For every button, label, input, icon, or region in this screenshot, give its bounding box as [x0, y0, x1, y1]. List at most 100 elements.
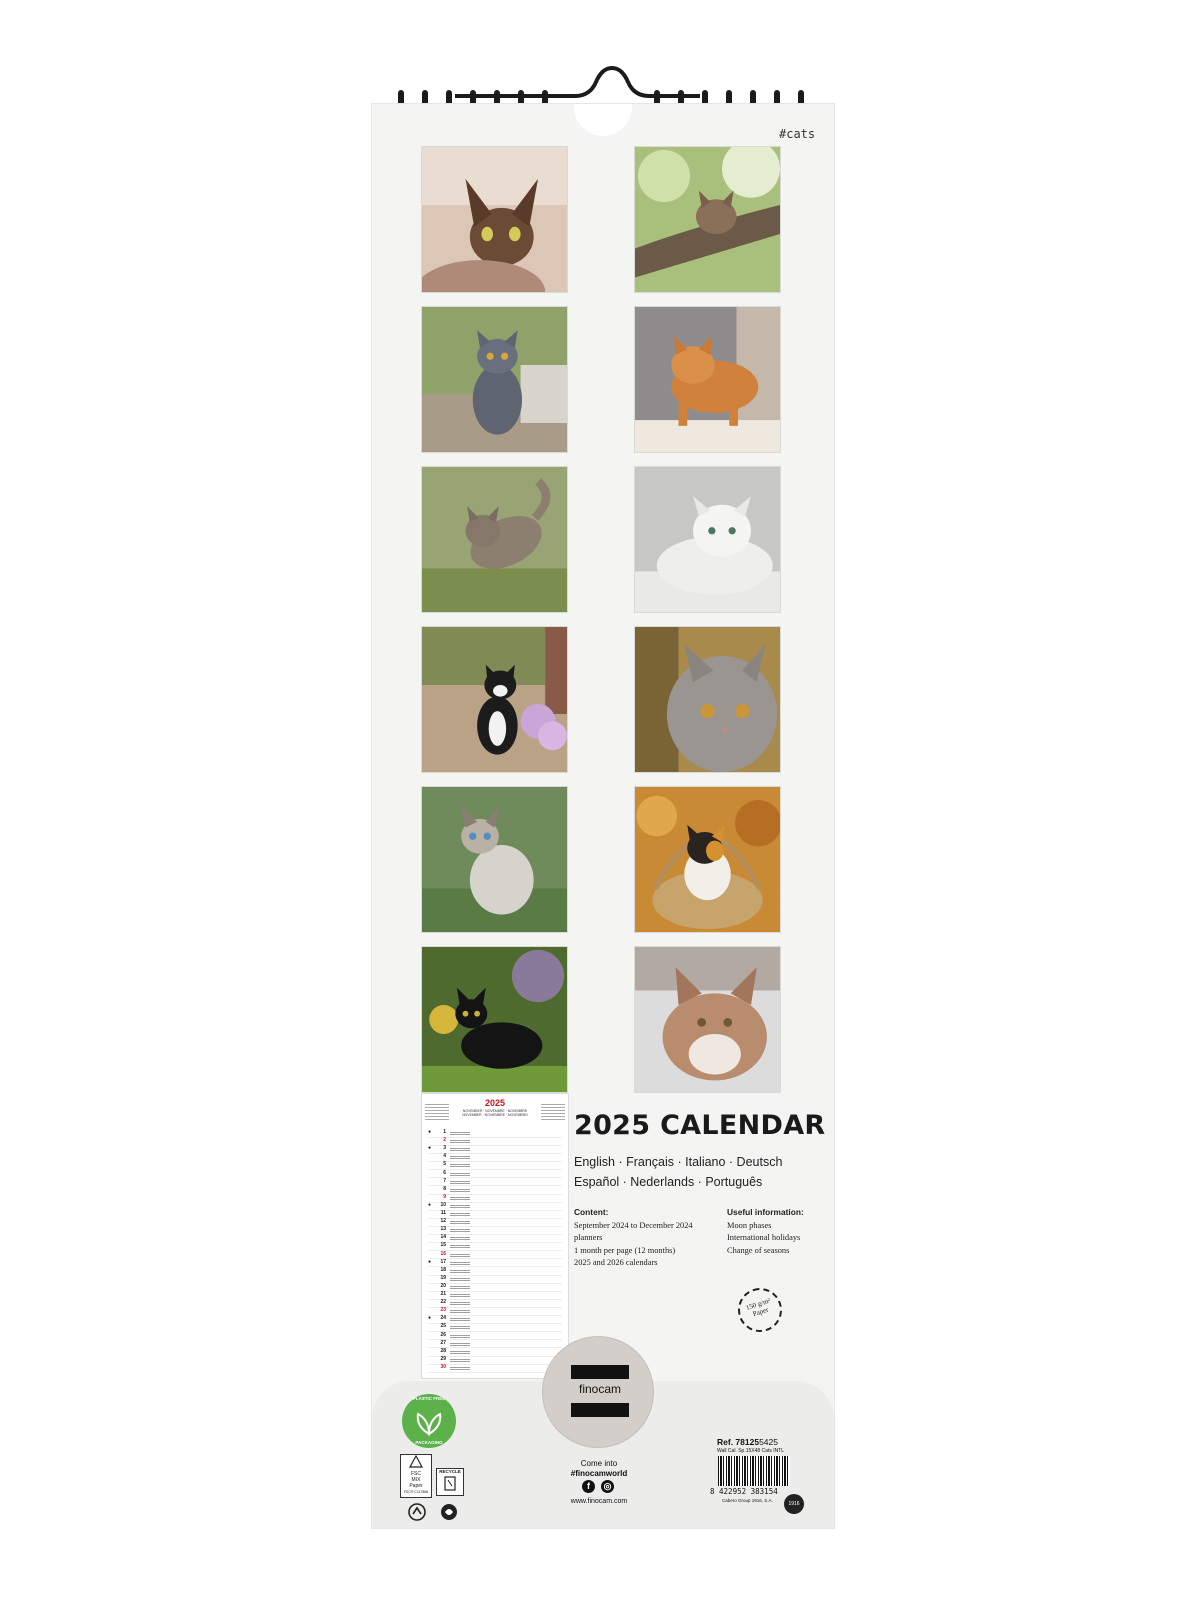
instagram-icon[interactable]: ◎ [601, 1480, 614, 1493]
planner-day-label [450, 1293, 470, 1297]
planner-day-label [450, 1252, 470, 1257]
planner-day-label [450, 1301, 470, 1306]
cat-photo-sphynx [421, 146, 568, 293]
cat-photo-in-snow [634, 946, 781, 1093]
planner-day-number: 30 [440, 1363, 446, 1370]
cat-photo-british-shorthair [421, 306, 568, 453]
planner-day-row: 1 ● [428, 1129, 562, 1138]
moon-phase-icon: ● [428, 1129, 432, 1135]
planner-day-label [450, 1309, 470, 1314]
planner-day-row: 15 [428, 1242, 562, 1252]
planner-day-row: 21 [428, 1291, 562, 1300]
planner-day-label [450, 1333, 470, 1338]
moon-phase-icon: ● [428, 1201, 432, 1208]
facebook-icon[interactable]: f [582, 1480, 595, 1493]
planner-day-label [450, 1276, 470, 1281]
cat-photo-siamese [421, 786, 568, 933]
planner-day-row: 19 [428, 1275, 562, 1284]
planner-day-row: 8 [428, 1186, 562, 1195]
planner-day-number: 12 [440, 1218, 446, 1225]
website-link[interactable]: www.finocam.com [570, 1498, 628, 1505]
brand-name: finocam [578, 1382, 622, 1396]
planner-day-number: 17 [440, 1258, 446, 1265]
planner-day-number: 8 [443, 1185, 446, 1192]
planner-day-label [450, 1365, 470, 1370]
cat-photo-persian-white [634, 466, 781, 613]
languages-list: English · Français · Italiano · Deutsch … [574, 1152, 782, 1192]
fsc-paper-label: Paper [409, 1483, 423, 1489]
company-name: Cabero Group 1916, S.A. [722, 1498, 773, 1503]
product-description: Wall Cal. Sp.15X48 Cats INTL [717, 1448, 785, 1454]
cat-photo-tabby-in-grass [421, 466, 568, 613]
content-info: Content: September 2024 to December 2024… [574, 1206, 693, 1270]
planner-day-row: 27 [428, 1340, 562, 1349]
useful-heading: Useful information: [727, 1207, 804, 1217]
moon-phase-icon: ● [428, 1258, 432, 1265]
planner-day-label [450, 1155, 470, 1160]
planner-day-number: 20 [440, 1282, 446, 1289]
planner-day-row: 28 [428, 1348, 562, 1357]
planner-day-label [450, 1349, 470, 1354]
planner-year: 2025 [484, 1098, 506, 1108]
planner-day-label [450, 1171, 470, 1176]
languages-line-1: English · Français · Italiano · Deutsch [574, 1155, 783, 1169]
planner-day-number: 4 [443, 1153, 446, 1160]
product-ref: Ref. 781255425 [717, 1437, 778, 1447]
brand-logo: finocam [571, 1365, 629, 1419]
cat-photo-ginger [634, 306, 781, 453]
planner-day-row: 18 [428, 1267, 562, 1276]
planner-day-row: 29 [428, 1356, 562, 1365]
mini-calendar-next [541, 1104, 565, 1120]
barcode [718, 1456, 790, 1486]
hanger-wire [455, 65, 700, 98]
recycling-loop-icon [408, 1503, 426, 1521]
leaf-icon [416, 1412, 442, 1436]
cat-photo-calico-in-basket [634, 786, 781, 933]
plastic-free-label: PLASTIC FREE [412, 1396, 446, 1401]
planner-day-row: 22 [428, 1299, 562, 1308]
planner-day-number: 16 [440, 1250, 446, 1257]
useful-line: Change of seasons [727, 1245, 790, 1255]
planner-day-label [450, 1325, 470, 1330]
planner-day-row: 7 [428, 1178, 562, 1187]
planner-day-row: 6 [428, 1170, 562, 1179]
planner-day-number: 5 [443, 1161, 446, 1168]
cat-photo-grey-longhair [634, 626, 781, 773]
planner-day-number: 25 [440, 1323, 446, 1330]
logo-bar-top [571, 1365, 629, 1379]
green-dot-icon [441, 1504, 457, 1520]
planner-day-row: 14 [428, 1234, 562, 1244]
planner-day-row: 13 [428, 1226, 562, 1236]
planner-day-row: 25 [428, 1323, 562, 1333]
cat-photo-tuxedo [421, 626, 568, 773]
content-line: 2025 and 2026 calendars [574, 1258, 658, 1268]
social-callout: Come into #finocamworld [560, 1459, 638, 1479]
planner-day-row: 26 [428, 1332, 562, 1341]
cat-photo-black [421, 946, 568, 1093]
planner-day-number: 18 [440, 1266, 446, 1273]
planner-day-number: 24 [440, 1315, 446, 1322]
planner-day-row: 3 ● [428, 1145, 562, 1155]
moon-phase-icon: ● [428, 1145, 432, 1152]
mini-calendar-previous [425, 1104, 449, 1120]
planner-day-label [450, 1212, 470, 1216]
planner-day-row: 12 [428, 1218, 562, 1227]
planner-day-label [450, 1187, 470, 1192]
planner-day-row: 9 [428, 1194, 562, 1203]
planner-day-label [450, 1139, 470, 1144]
planner-month-names-line-2: NOVEMBER · NOVIEMBRE · NOVEMBRO [462, 1113, 528, 1117]
planner-day-label [450, 1268, 470, 1273]
planner-day-number: 11 [440, 1210, 446, 1216]
useful-line: Moon phases [727, 1220, 772, 1230]
planner-day-number: 10 [440, 1201, 446, 1208]
plastic-free-badge: PLASTIC FREE PACKAGING [402, 1394, 456, 1448]
title-year: 2025 [574, 1110, 651, 1141]
planner-day-row: 30 [428, 1364, 562, 1373]
planner-day-number: 7 [443, 1177, 446, 1184]
planner-day-label [450, 1236, 470, 1241]
recycle-label: RECYCLE [439, 1469, 461, 1474]
planner-day-row: 5 [428, 1161, 562, 1171]
recycle-badge: RECYCLE [436, 1468, 464, 1496]
calendar-title: 2025 CALENDAR [574, 1110, 826, 1141]
planner-day-number: 27 [440, 1339, 446, 1346]
